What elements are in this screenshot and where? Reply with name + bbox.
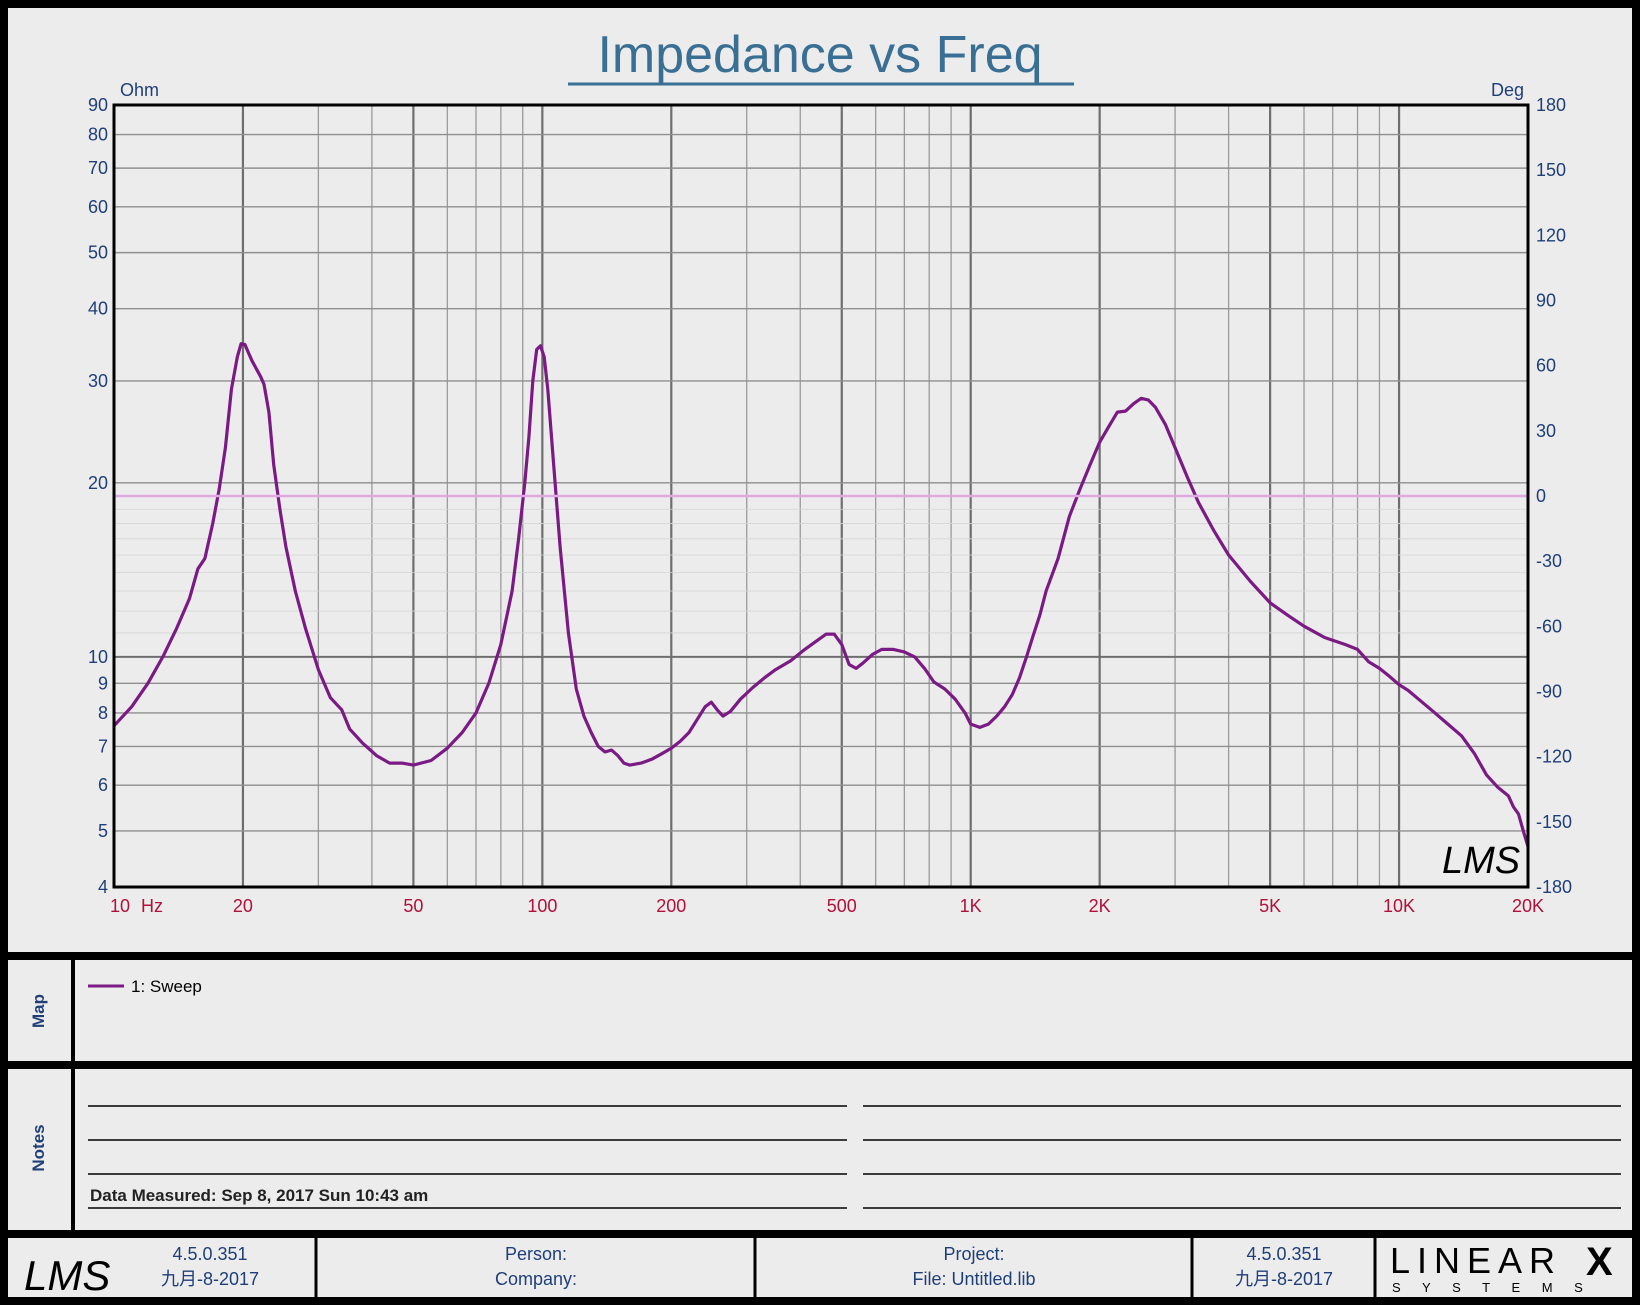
y-left-tick-label: 5	[98, 821, 108, 841]
series-layer	[112, 342, 1530, 847]
y-left-tick-label: 30	[88, 371, 108, 391]
y-left-tick-label: 6	[98, 775, 108, 795]
y-left-tick-label: 7	[98, 736, 108, 756]
x-tick-label: 10K	[1383, 896, 1415, 916]
y-left-tick-label: 4	[98, 877, 108, 897]
notes-panel-label: Notes	[29, 1124, 48, 1172]
y-left-unit-label: Ohm	[120, 80, 159, 100]
y-right-tick-label: -60	[1536, 616, 1562, 636]
footer-person-label: Person:	[504, 1244, 568, 1264]
y-left-tick-label: 60	[88, 197, 108, 217]
x-tick-label: 50	[403, 896, 423, 916]
x-tick-label: 500	[827, 896, 857, 916]
notes-lines	[88, 1105, 1621, 1209]
footer-file-label: File: Untitled.lib	[912, 1269, 1036, 1289]
lms-watermark-text: LMS	[1442, 840, 1520, 882]
y-left-tick-label: 90	[88, 95, 108, 115]
x-tick-label: 5K	[1259, 896, 1281, 916]
brand-linear: LINEAR	[1390, 1240, 1562, 1281]
x-tick-label: 100	[527, 896, 557, 916]
footer-right-version: 4.5.0.351	[1246, 1244, 1322, 1264]
y-right-tick-label: 0	[1536, 486, 1546, 506]
x-unit-label: Hz	[141, 896, 163, 916]
x-tick-label: 2K	[1089, 896, 1111, 916]
footer-left-info: 4.5.0.351 九月-8-2017	[120, 1242, 300, 1292]
y-left-tick-label: 40	[88, 299, 108, 319]
footer-company-label: Company:	[494, 1269, 578, 1289]
x-tick-label: 20	[233, 896, 253, 916]
y-left-tick-label: 8	[98, 703, 108, 723]
y-left-tick-label: 70	[88, 158, 108, 178]
y-right-tick-label: 30	[1536, 421, 1556, 441]
brand-x: X	[1586, 1240, 1613, 1284]
chart-title: Impedance vs Freq	[597, 26, 1042, 84]
x-tick-label: 20K	[1512, 896, 1544, 916]
footer-right-info: 4.5.0.351 九月-8-2017	[1196, 1242, 1372, 1292]
plot-border	[112, 103, 1530, 889]
data-measured-text: Data Measured: Sep 8, 2017 Sun 10:43 am	[90, 1186, 428, 1205]
x-tick-labels: 10 20 50 100 200 500 1K 2K 5K 10K 20K	[110, 896, 1544, 916]
series-line-sweep	[112, 342, 1530, 847]
footer-project-label: Project:	[943, 1244, 1005, 1264]
y-right-tick-label: 150	[1536, 160, 1566, 180]
footer-left-date: 九月-8-2017	[160, 1269, 260, 1289]
y-left-tick-label: 9	[98, 673, 108, 693]
footer-right-date: 九月-8-2017	[1234, 1269, 1334, 1289]
y-right-tick-label: 60	[1536, 356, 1556, 376]
y-right-tick-label: -30	[1536, 551, 1562, 571]
footer-person-company: Person: Company:	[320, 1242, 752, 1292]
y-right-tick-label: 90	[1536, 291, 1556, 311]
y-left-tick-label: 10	[88, 647, 108, 667]
y-right-tick-label: -120	[1536, 747, 1572, 767]
y-left-tick-label: 50	[88, 243, 108, 263]
footer-lms-logo: LMS	[24, 1252, 110, 1299]
y-left-tick-labels: 4 5 6 7 8 9 10 20 30 40 50 60 70 80 90	[88, 95, 108, 897]
y-right-tick-label: 180	[1536, 95, 1566, 115]
brand-systems: S Y S T E M S	[1392, 1280, 1592, 1295]
y-right-tick-label: -90	[1536, 682, 1562, 702]
y-right-tick-label: -150	[1536, 812, 1572, 832]
y-left-tick-label: 80	[88, 125, 108, 145]
y-right-unit-label: Deg	[1491, 80, 1524, 100]
x-tick-label: 10	[110, 896, 130, 916]
footer-left-version: 4.5.0.351	[172, 1244, 248, 1264]
y-right-tick-label: -180	[1536, 877, 1572, 897]
y-right-tick-labels: 180 150 120 90 60 30 0 -30 -60 -90 -120 -150 -180	[1536, 95, 1572, 897]
y-left-tick-label: 20	[88, 473, 108, 493]
x-tick-label: 1K	[960, 896, 982, 916]
footer-project-file: Project: File: Untitled.lib	[759, 1242, 1189, 1292]
legend-label-sweep: 1: Sweep	[131, 977, 202, 996]
y-right-tick-label: 120	[1536, 225, 1566, 245]
map-panel-label: Map	[29, 994, 48, 1028]
x-tick-label: 200	[656, 896, 686, 916]
lms-watermark: LMS	[1442, 840, 1520, 882]
